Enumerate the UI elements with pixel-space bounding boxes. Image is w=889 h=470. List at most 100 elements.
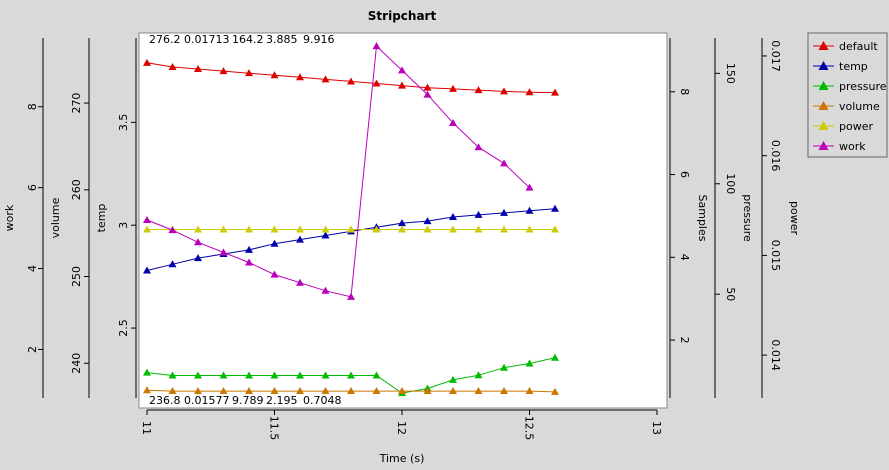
data-point-temp	[500, 208, 508, 216]
data-point-default	[321, 75, 330, 83]
data-point-pressure	[143, 368, 151, 376]
data-point-pressure	[296, 371, 304, 379]
data-point-work	[474, 143, 483, 151]
tick-label-volume: 240	[70, 353, 83, 374]
data-point-volume	[219, 387, 228, 395]
legend-label: power	[839, 120, 873, 133]
legend-swatch-marker	[818, 141, 829, 150]
top-readout-value: 164.2	[232, 33, 264, 46]
data-point-pressure	[168, 371, 177, 379]
bottom-readout-value: 9.789	[232, 394, 264, 407]
data-point-temp	[296, 235, 304, 243]
x-tick-label: 11.5	[268, 416, 281, 441]
legend-label: temp	[839, 60, 868, 73]
legend-item-power: power	[813, 120, 873, 133]
data-point-temp	[143, 266, 151, 274]
legend-box	[807, 32, 888, 158]
data-point-power	[474, 225, 483, 233]
x-axis-label: Time (s)	[379, 452, 425, 465]
data-point-power	[347, 225, 355, 233]
tick-label-pressure: 50	[724, 287, 737, 301]
series-line-work	[146, 45, 530, 298]
data-point-pressure	[194, 371, 202, 379]
bottom-readout-value: 236.8	[149, 394, 181, 407]
data-point-volume	[500, 387, 508, 395]
data-point-temp	[551, 204, 559, 212]
axis-label-power: power	[788, 201, 801, 235]
data-point-power	[194, 225, 202, 233]
tick-label-work: 6	[26, 184, 39, 191]
data-point-work	[500, 159, 508, 167]
x-tick-label: 11	[140, 421, 153, 435]
data-point-pressure	[372, 371, 381, 379]
data-point-default	[423, 83, 432, 91]
tick-label-power: 0.016	[769, 140, 782, 172]
data-point-volume	[423, 387, 432, 395]
x-tick-label: 13	[650, 421, 663, 435]
data-point-default	[270, 71, 279, 79]
tick-label-temp: 3.5	[117, 114, 130, 132]
legend-item-pressure: pressure	[813, 80, 887, 93]
tick-label-samples: 8	[678, 88, 691, 95]
data-point-power	[245, 225, 253, 233]
data-point-volume	[551, 387, 559, 395]
data-point-default	[474, 86, 483, 94]
top-readout-value: 276.2	[149, 33, 181, 46]
data-point-volume	[270, 387, 279, 395]
data-point-pressure	[219, 371, 228, 379]
data-point-power	[219, 225, 228, 233]
tick-label-temp: 3	[117, 222, 130, 229]
axis-label-samples: Samples	[696, 195, 709, 242]
bottom-readout-value: 0.7048	[303, 394, 342, 407]
x-tick-label: 12.5	[523, 416, 536, 441]
legend-item-temp: temp	[813, 60, 868, 73]
data-point-power	[551, 225, 559, 233]
data-point-temp	[194, 254, 202, 262]
data-point-temp	[525, 206, 534, 214]
x-tick-label: 12	[395, 421, 408, 435]
tick-label-pressure: 100	[724, 173, 737, 194]
data-point-power	[270, 225, 279, 233]
data-point-power	[398, 225, 406, 233]
data-point-default	[449, 84, 457, 92]
data-point-pressure	[321, 371, 330, 379]
data-point-pressure	[474, 371, 483, 379]
data-point-default	[551, 88, 559, 96]
legend-swatch-marker	[818, 101, 829, 110]
chart-title: Stripchart	[368, 9, 437, 23]
plot-area	[138, 32, 668, 409]
data-point-power	[525, 225, 534, 233]
tick-label-power: 0.014	[769, 339, 782, 371]
data-point-work	[423, 90, 432, 98]
data-point-default	[194, 65, 202, 73]
tick-label-pressure: 150	[724, 63, 737, 84]
data-point-temp	[449, 212, 457, 220]
data-point-default	[168, 62, 177, 70]
data-point-pressure	[500, 363, 508, 371]
data-point-default	[398, 81, 406, 89]
data-point-default	[296, 73, 304, 81]
tick-label-work: 2	[26, 346, 39, 353]
data-point-work	[321, 286, 330, 294]
top-readout-value: 3.885	[266, 33, 298, 46]
tick-label-volume: 260	[70, 179, 83, 200]
data-point-default	[500, 87, 508, 95]
data-point-pressure	[551, 353, 559, 361]
data-point-temp	[398, 219, 406, 227]
data-point-work	[194, 238, 202, 246]
data-point-pressure	[270, 371, 279, 379]
data-point-temp	[423, 217, 432, 225]
data-point-pressure	[449, 375, 457, 383]
data-point-volume	[296, 387, 304, 395]
data-point-temp	[245, 245, 253, 253]
data-point-work	[525, 183, 534, 191]
axis-label-pressure: pressure	[741, 194, 754, 242]
tick-label-samples: 4	[678, 254, 691, 261]
data-point-temp	[270, 239, 279, 247]
top-readout-value: 0.01713	[184, 33, 230, 46]
data-point-volume	[347, 387, 355, 395]
data-point-power	[372, 225, 381, 233]
data-point-temp	[321, 231, 330, 239]
data-point-default	[372, 79, 381, 87]
